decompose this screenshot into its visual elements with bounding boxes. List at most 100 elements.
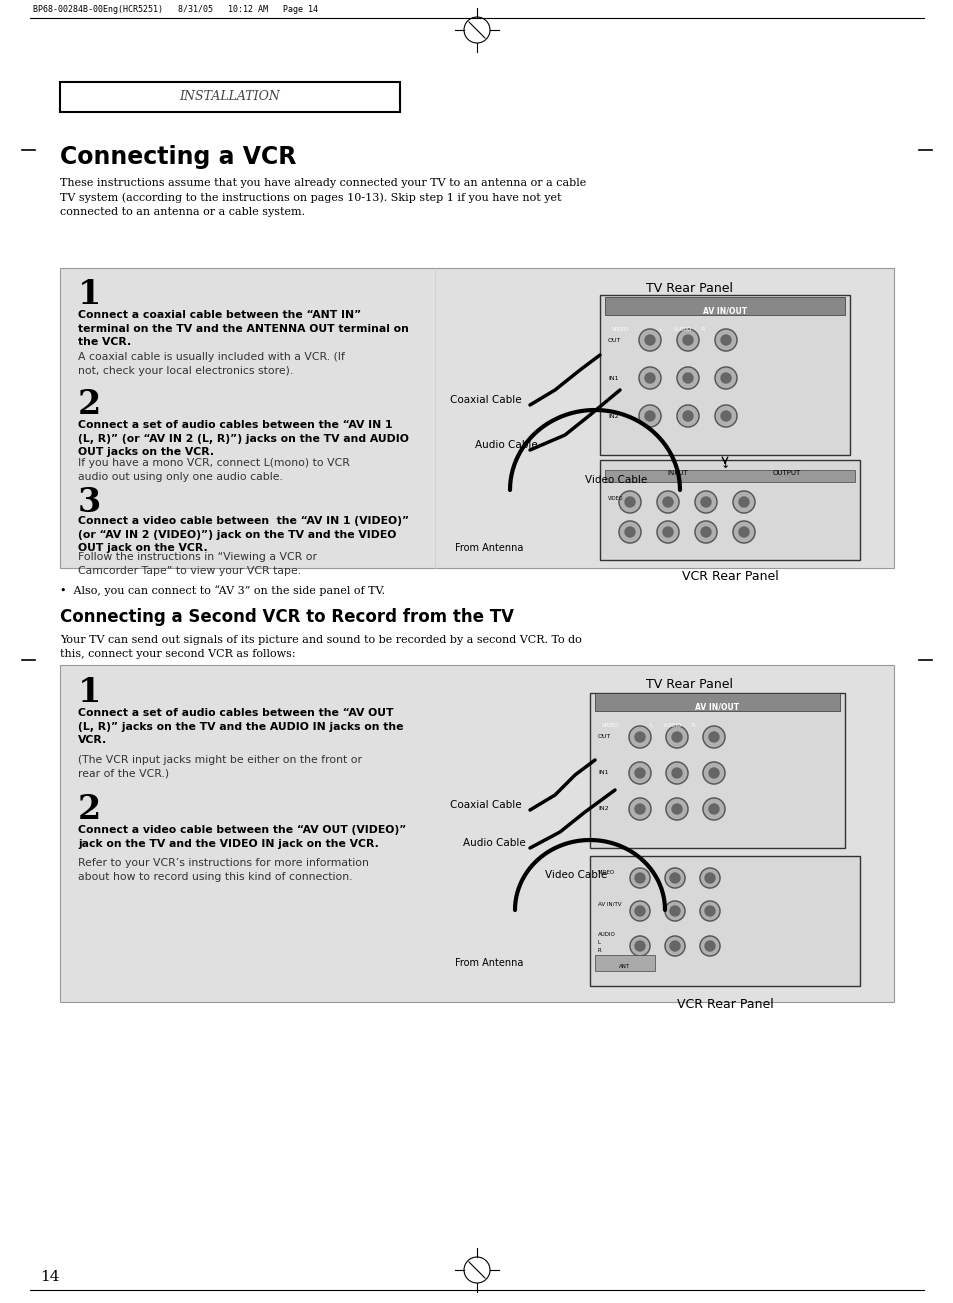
Text: VIDEO: VIDEO [612,327,629,332]
Text: If you have a mono VCR, connect L(mono) to VCR
audio out using only one audio ca: If you have a mono VCR, connect L(mono) … [78,457,350,482]
Circle shape [635,873,644,883]
Circle shape [708,804,719,814]
Circle shape [682,410,692,421]
Bar [599,460,859,560]
Circle shape [671,732,681,741]
Circle shape [635,941,644,951]
Circle shape [662,496,672,507]
Text: 3: 3 [78,486,101,519]
Text: 1: 1 [78,676,101,709]
Circle shape [700,496,710,507]
Text: From Antenna: From Antenna [455,958,523,968]
Text: VIDEO: VIDEO [598,870,615,876]
Circle shape [665,726,687,748]
Circle shape [629,936,649,956]
Circle shape [700,900,720,921]
Circle shape [720,410,730,421]
Bar [599,294,849,455]
Bar [589,856,859,986]
Text: Connect a coaxial cable between the “ANT IN”
terminal on the TV and the ANTENNA : Connect a coaxial cable between the “ANT… [78,310,409,347]
Circle shape [662,526,672,537]
Circle shape [739,496,748,507]
Text: OUT: OUT [598,735,611,740]
Circle shape [618,491,640,513]
Bar [60,665,893,1002]
Text: IN2: IN2 [598,807,608,812]
Circle shape [639,328,660,351]
Circle shape [618,521,640,543]
Text: ↓: ↓ [720,460,729,470]
Circle shape [644,373,655,383]
Bar [604,470,854,482]
Circle shape [665,797,687,820]
Text: Follow the instructions in “Viewing a VCR or
Camcorder Tape” to view your VCR ta: Follow the instructions in “Viewing a VC… [78,552,316,576]
Circle shape [664,936,684,956]
Text: 2: 2 [78,794,101,826]
Circle shape [677,328,699,351]
Circle shape [628,762,650,784]
Circle shape [695,491,717,513]
Text: Video Cable: Video Cable [584,476,646,485]
Bar [60,268,893,568]
Text: Video Cable: Video Cable [544,870,607,880]
Circle shape [628,797,650,820]
Text: Connecting a Second VCR to Record from the TV: Connecting a Second VCR to Record from t… [60,609,514,625]
Circle shape [702,762,724,784]
Bar [604,297,844,315]
Text: L      AUDIO      R: L AUDIO R [649,723,695,728]
Text: AUDIO: AUDIO [598,932,616,937]
Circle shape [664,868,684,889]
Bar [595,693,840,711]
Circle shape [635,906,644,916]
Text: IN2: IN2 [607,413,618,418]
Bar [595,955,655,971]
Circle shape [702,797,724,820]
Text: R: R [598,949,601,952]
Circle shape [629,900,649,921]
Text: VIDEO: VIDEO [607,496,623,500]
Circle shape [669,873,679,883]
Circle shape [702,726,724,748]
Circle shape [635,732,644,741]
Text: Connect a set of audio cables between the “AV IN 1
(L, R)” (or “AV IN 2 (L, R)”): Connect a set of audio cables between th… [78,420,409,457]
Text: AV IN/TV: AV IN/TV [598,902,620,907]
Circle shape [635,804,644,814]
Text: Connecting a VCR: Connecting a VCR [60,145,296,169]
Bar [60,82,399,112]
Text: ANT: ANT [618,964,630,969]
Circle shape [639,405,660,427]
Text: Coaxial Cable: Coaxial Cable [450,395,521,405]
Circle shape [732,521,754,543]
Circle shape [695,521,717,543]
Circle shape [704,873,714,883]
Text: AV IN/OUT: AV IN/OUT [702,306,746,315]
Text: INPUT: INPUT [667,470,688,476]
Text: IN1: IN1 [598,770,608,775]
Text: 1: 1 [78,278,101,311]
Text: TV Rear Panel: TV Rear Panel [646,281,733,294]
Text: AV IN/OUT: AV IN/OUT [695,702,739,711]
Circle shape [629,868,649,889]
Text: L      AUDIO      R: L AUDIO R [659,327,705,332]
Text: (The VCR input jacks might be either on the front or
rear of the VCR.): (The VCR input jacks might be either on … [78,754,361,779]
Text: L: L [598,939,600,945]
Text: VCR Rear Panel: VCR Rear Panel [680,569,778,582]
Circle shape [669,941,679,951]
Circle shape [732,491,754,513]
Circle shape [714,367,737,390]
Text: Your TV can send out signals of its picture and sound to be recorded by a second: Your TV can send out signals of its pict… [60,635,581,659]
Text: TV Rear Panel: TV Rear Panel [646,678,733,691]
Text: Refer to your VCR’s instructions for more information
about how to record using : Refer to your VCR’s instructions for mor… [78,857,369,882]
Circle shape [708,767,719,778]
Circle shape [628,726,650,748]
Circle shape [677,405,699,427]
Circle shape [720,335,730,345]
Circle shape [635,767,644,778]
Text: VCR Rear Panel: VCR Rear Panel [676,998,773,1011]
Text: Connect a set of audio cables between the “AV OUT
(L, R)” jacks on the TV and th: Connect a set of audio cables between th… [78,708,403,745]
Circle shape [700,936,720,956]
Circle shape [682,335,692,345]
Circle shape [720,373,730,383]
Text: OUTPUT: OUTPUT [772,470,801,476]
Circle shape [739,526,748,537]
